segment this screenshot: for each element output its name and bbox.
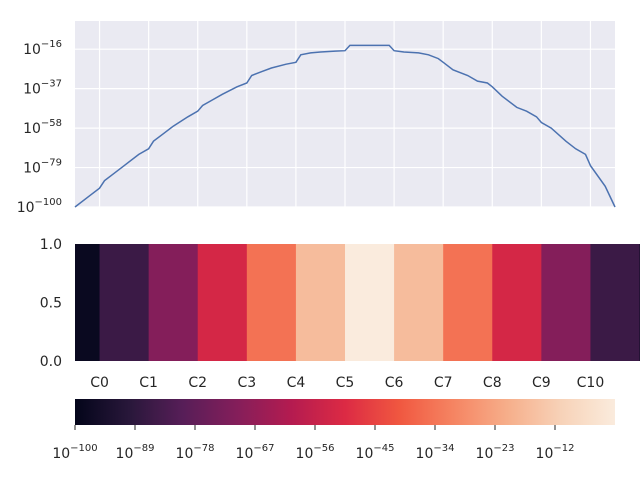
colorbar-tick-label: 10−23 — [476, 443, 515, 462]
heatmap-cell — [394, 244, 444, 361]
heatmap-x-tick-label: C7 — [434, 375, 453, 391]
heatmap-cell — [492, 244, 542, 361]
heatmap-y-ticks: 0.0 0.5 1.0 — [40, 237, 62, 370]
colorbar-tick-label: 10−56 — [296, 443, 335, 462]
y-tick-label: 10−16 — [23, 39, 62, 58]
line-plot-panel: 10−100 10−79 10−58 10−37 10−16 — [17, 21, 616, 216]
colorbar-tick-label: 10−67 — [236, 443, 275, 462]
heatmap-x-tick-label: C1 — [139, 375, 158, 391]
heatmap-cell — [197, 244, 248, 361]
heatmap-x-tick-label: C3 — [237, 375, 256, 391]
heatmap-cell — [246, 244, 297, 361]
y-tick-label: 10−37 — [23, 79, 62, 98]
heatmap-x-ticks: C0 C1 C2 C3 C4 C5 C6 C7 C8 C9 C10 — [90, 375, 604, 391]
y-tick-label: 10−58 — [23, 118, 62, 137]
heatmap-cells — [75, 244, 640, 361]
heatmap-cell — [99, 244, 150, 361]
heatmap-cell — [443, 244, 493, 361]
colorbar-ticks: 10−100 10−89 10−78 10−67 10−56 10−45 10−34 10−2… — [52, 425, 574, 462]
heatmap-y-tick-label: 0.0 — [40, 354, 62, 370]
y-tick-label: 10−79 — [23, 158, 62, 177]
colorbar-gradient — [75, 399, 615, 425]
colorbar-tick-label: 10−89 — [116, 443, 155, 462]
colorbar-panel: 10−100 10−89 10−78 10−67 10−56 10−45 10−34 10−2… — [52, 399, 615, 462]
heatmap-panel: 0.0 0.5 1.0 C0 C1 C2 C3 C4 C5 C6 C7 C8 C9 C10 — [40, 237, 640, 391]
heatmap-x-tick-label: C9 — [532, 375, 551, 391]
heatmap-x-tick-label: C0 — [90, 375, 109, 391]
line-plot-grid — [75, 21, 615, 208]
colorbar-tick-label: 10−12 — [536, 443, 575, 462]
line-plot-y-ticks: 10−100 10−79 10−58 10−37 10−16 — [17, 39, 62, 216]
heatmap-cell — [295, 244, 346, 361]
heatmap-x-tick-label: C4 — [287, 375, 306, 391]
heatmap-x-tick-label: C8 — [483, 375, 502, 391]
heatmap-x-tick-label: C2 — [188, 375, 207, 391]
colorbar-tick-label: 10−100 — [52, 443, 97, 462]
colorbar-tick-label: 10−45 — [356, 443, 395, 462]
heatmap-y-tick-label: 0.5 — [40, 296, 62, 312]
heatmap-x-tick-label: C6 — [385, 375, 404, 391]
heatmap-cell — [590, 244, 640, 361]
heatmap-cell — [148, 244, 199, 361]
heatmap-cell — [75, 244, 101, 361]
heatmap-y-tick-label: 1.0 — [40, 237, 62, 253]
heatmap-cell — [541, 244, 592, 361]
heatmap-x-tick-label: C10 — [577, 375, 605, 391]
y-tick-label: 10−100 — [17, 197, 62, 216]
heatmap-cell — [345, 244, 395, 361]
line-series-0 — [74, 44, 616, 208]
colorbar-tick-label: 10−78 — [176, 443, 215, 462]
colorbar-tick-label: 10−34 — [416, 443, 455, 462]
heatmap-x-tick-label: C5 — [336, 375, 355, 391]
